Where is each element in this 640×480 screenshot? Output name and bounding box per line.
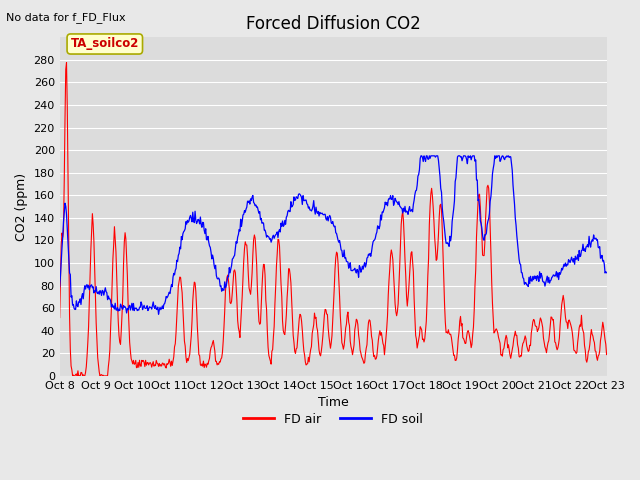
Text: TA_soilco2: TA_soilco2 [70, 37, 139, 50]
FD soil [179, 237, 186, 242]
FD air [67, 347, 74, 352]
FD air [603, 352, 611, 358]
FD air [70, 373, 78, 379]
Title: Forced Diffusion CO2: Forced Diffusion CO2 [246, 15, 420, 33]
FD air [208, 343, 216, 349]
FD soil [155, 312, 163, 317]
X-axis label: Time: Time [317, 396, 349, 409]
Legend: FD air, FD soil: FD air, FD soil [238, 408, 428, 431]
FD soil [207, 249, 215, 255]
FD soil [603, 270, 611, 276]
FD soil [417, 156, 424, 161]
FD soil [122, 305, 130, 311]
Text: No data for f_FD_Flux: No data for f_FD_Flux [6, 12, 126, 23]
FD air [63, 60, 70, 65]
FD air [417, 325, 425, 331]
Y-axis label: CO2 (ppm): CO2 (ppm) [15, 173, 28, 240]
FD air [124, 273, 131, 278]
FD soil [66, 270, 74, 276]
FD air [179, 306, 187, 312]
FD soil [401, 208, 408, 214]
FD air [401, 257, 409, 263]
FD soil [417, 153, 425, 159]
FD soil [56, 284, 63, 289]
Line: FD soil: FD soil [60, 156, 607, 314]
Line: FD air: FD air [60, 62, 607, 376]
FD air [56, 314, 63, 320]
